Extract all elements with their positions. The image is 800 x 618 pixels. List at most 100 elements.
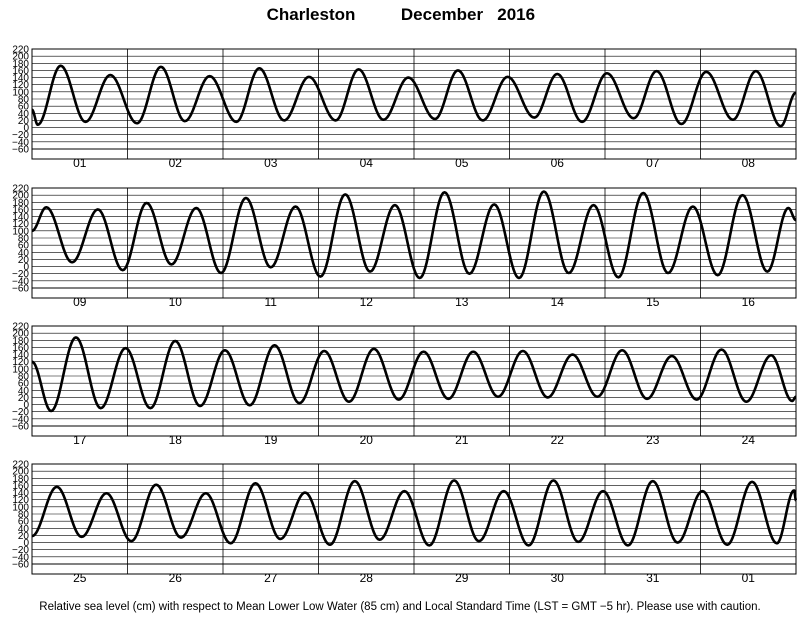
y-tick-label: 200 [12, 52, 29, 63]
day-label: 26 [169, 571, 183, 585]
y-tick-label: 220 [12, 184, 29, 195]
y-tick-label: 0 [23, 400, 29, 411]
day-label: 04 [360, 156, 374, 170]
y-tick-label: −40 [12, 276, 29, 287]
y-tick-label: 180 [12, 59, 29, 70]
day-label: 16 [742, 295, 756, 309]
y-tick-label: 60 [18, 241, 30, 252]
y-tick-label: 200 [12, 191, 29, 202]
panel-1: −60−40−200204060801001201401601802002200… [12, 45, 797, 170]
tide-series-line [31, 336, 798, 413]
y-tick-label: −40 [12, 552, 29, 563]
y-tick-label: −20 [12, 269, 29, 280]
day-label: 01 [742, 571, 756, 585]
panel-3: −60−40−200204060801001201401601802002201… [12, 322, 798, 447]
y-tick-label: −60 [12, 145, 29, 156]
y-tick-label: −20 [12, 130, 29, 141]
y-tick-label: 0 [23, 262, 29, 273]
y-tick-label: 40 [18, 109, 30, 120]
tide-series-line [31, 64, 797, 128]
y-tick-label: 80 [18, 372, 30, 383]
y-tick-label: −20 [12, 545, 29, 556]
day-label: 17 [73, 433, 87, 447]
y-tick-label: −20 [12, 407, 29, 418]
y-tick-label: 120 [12, 80, 29, 91]
y-tick-label: 140 [12, 73, 29, 84]
y-tick-label: 0 [23, 538, 29, 549]
day-label: 27 [264, 571, 278, 585]
day-label: 08 [742, 156, 756, 170]
y-tick-label: 120 [12, 495, 29, 506]
day-label: 25 [73, 571, 87, 585]
day-label: 01 [73, 156, 87, 170]
panel-outer-frame [31, 48, 797, 160]
day-label: 05 [455, 156, 469, 170]
day-label: 06 [551, 156, 565, 170]
y-tick-label: 180 [12, 198, 29, 209]
y-tick-label: 220 [12, 460, 29, 471]
day-label: 02 [169, 156, 183, 170]
y-tick-label: 80 [18, 95, 30, 106]
day-label: 21 [455, 433, 469, 447]
chart-title-location: Charleston [267, 5, 356, 24]
day-label: 14 [551, 295, 565, 309]
y-tick-label: 20 [18, 393, 30, 404]
day-label: 09 [73, 295, 87, 309]
panel-outer-frame [31, 463, 797, 575]
y-tick-label: 20 [18, 116, 30, 127]
y-tick-label: 160 [12, 205, 29, 216]
y-tick-label: 60 [18, 517, 30, 528]
y-tick-label: 100 [12, 226, 29, 237]
y-tick-label: 40 [18, 524, 30, 535]
day-label: 19 [264, 433, 278, 447]
day-label: 07 [646, 156, 660, 170]
day-label: 22 [551, 433, 565, 447]
y-tick-label: 220 [12, 322, 29, 333]
y-tick-label: 100 [12, 364, 29, 375]
y-tick-label: 20 [18, 255, 30, 266]
day-label: 13 [455, 295, 469, 309]
day-label: 03 [264, 156, 278, 170]
y-tick-label: −40 [12, 137, 29, 148]
y-tick-label: 100 [12, 502, 29, 513]
panels-group: −60−40−200204060801001201401601802002200… [12, 45, 798, 585]
day-label: 31 [646, 571, 660, 585]
day-label: 23 [646, 433, 660, 447]
y-tick-label: 80 [18, 510, 30, 521]
y-tick-label: 20 [18, 531, 30, 542]
y-tick-label: 140 [12, 350, 29, 361]
day-label: 11 [265, 295, 278, 309]
footnote: Relative sea level (cm) with respect to … [39, 601, 760, 613]
y-tick-label: 200 [12, 467, 29, 478]
y-tick-label: 0 [23, 123, 29, 134]
y-tick-label: 180 [12, 474, 29, 485]
y-tick-label: 80 [18, 234, 30, 245]
y-tick-label: 180 [12, 336, 29, 347]
y-tick-label: 40 [18, 386, 30, 397]
day-label: 20 [360, 433, 374, 447]
chart-title-period: December 2016 [401, 5, 535, 24]
tide-series-line [31, 190, 797, 280]
y-tick-label: 120 [12, 357, 29, 368]
day-label: 15 [646, 295, 660, 309]
y-tick-label: 60 [18, 102, 30, 113]
y-tick-label: 140 [12, 212, 29, 223]
y-tick-label: 160 [12, 66, 29, 77]
day-label: 10 [169, 295, 183, 309]
panel-outer-frame [31, 325, 797, 437]
panel-outer-frame [31, 187, 797, 299]
y-tick-label: −60 [12, 422, 29, 433]
y-tick-label: 220 [12, 45, 29, 56]
y-tick-label: −40 [12, 414, 29, 425]
y-tick-label: 140 [12, 488, 29, 499]
y-tick-label: −60 [12, 560, 29, 571]
y-tick-label: 160 [12, 343, 29, 354]
day-label: 24 [742, 433, 756, 447]
y-tick-label: 60 [18, 379, 30, 390]
y-tick-label: 120 [12, 219, 29, 230]
y-tick-label: 40 [18, 248, 30, 259]
y-tick-label: −60 [12, 284, 29, 295]
